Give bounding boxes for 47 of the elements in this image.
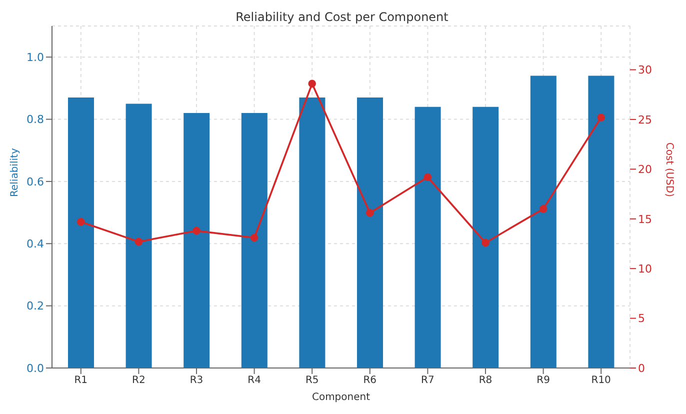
x-tick-label: R1 [74,375,88,386]
point [308,80,316,88]
x-tick-label: R8 [478,375,492,386]
bar [530,76,556,368]
y-tick-label: 1.0 [26,50,44,64]
bar [414,106,441,368]
point [539,205,548,213]
point [77,218,85,226]
x-tick-label: R5 [305,375,319,386]
y2-tick-label: 0 [638,362,645,375]
y-tick-label: 0.4 [26,238,44,251]
bar [588,76,614,368]
x-tick-label: R6 [363,375,377,386]
y2-axis-title: Cost (USD) [663,142,674,198]
bar [299,98,326,368]
y2-tick-label: 15 [638,212,652,226]
bar [357,98,383,368]
y-tick-label: 0.0 [26,362,44,375]
x-tick-label: R4 [248,375,261,386]
y-tick-label: 0.8 [26,113,44,126]
point [134,238,143,246]
x-tick-label: R3 [190,375,204,386]
x-axis-title: Component [312,392,370,403]
bar [126,104,152,368]
point [192,226,200,235]
chart-title: Reliability and Cost per Component [234,10,450,24]
bar [241,113,268,368]
y-tick-label: 0.2 [26,300,44,313]
point [250,234,258,242]
x-tick-label: R9 [536,375,550,386]
point [366,209,374,217]
point [424,173,432,182]
bar [472,106,499,368]
point [482,238,490,247]
y-axis-title: Reliability [10,148,21,197]
y-tick-label: 0.6 [26,175,44,188]
bar [184,113,210,368]
y2-tick-label: 30 [638,64,652,77]
y2-tick-label: 5 [638,312,645,326]
x-tick-label: R7 [421,375,434,386]
point [597,114,605,122]
y2-tick-label: 20 [638,163,652,176]
y2-tick-label: 25 [638,113,652,126]
x-tick-label: R2 [132,375,146,386]
x-tick-label: R10 [591,375,611,386]
y2-tick-label: 10 [638,262,652,276]
bar [68,98,94,368]
